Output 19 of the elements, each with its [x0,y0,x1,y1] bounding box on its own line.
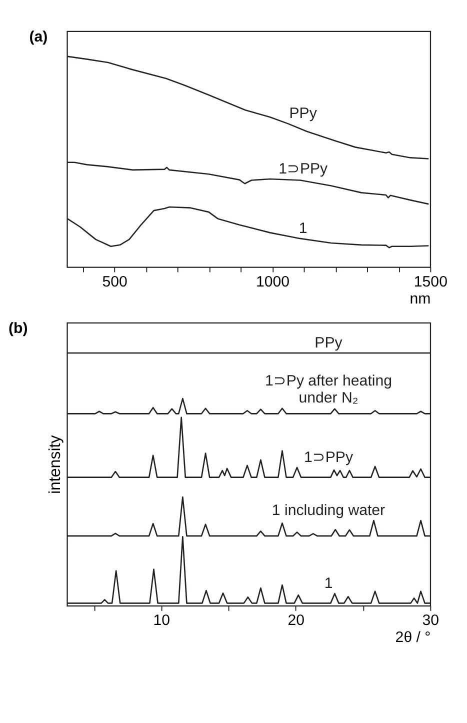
x-tick-label: 30 [422,612,440,630]
x-tick-label: 1500 [414,273,448,290]
x-tick-label: 1000 [256,273,290,290]
series-label: 1 [324,574,333,592]
series-label: 1⊃Py after heating under N₂ [265,372,392,407]
series-label: 1⊃PPy [278,160,328,178]
series-label: 1 [298,220,308,237]
chart-title: (a) [29,28,48,46]
series-label: PPy [314,334,343,352]
x-tick-label: 500 [102,273,128,290]
series-label: 1⊃PPy [304,448,354,466]
x-axis-title: 2θ / ° [395,629,431,646]
series-label: PPy [289,105,318,122]
x-tick-label: 10 [153,612,170,630]
x-tick-label: 20 [288,612,305,630]
chart-title: (b) [8,320,28,338]
series-label: 1 including water [272,502,386,519]
x-axis-title: nm [410,290,431,308]
y-axis-title: intensity [46,435,64,494]
